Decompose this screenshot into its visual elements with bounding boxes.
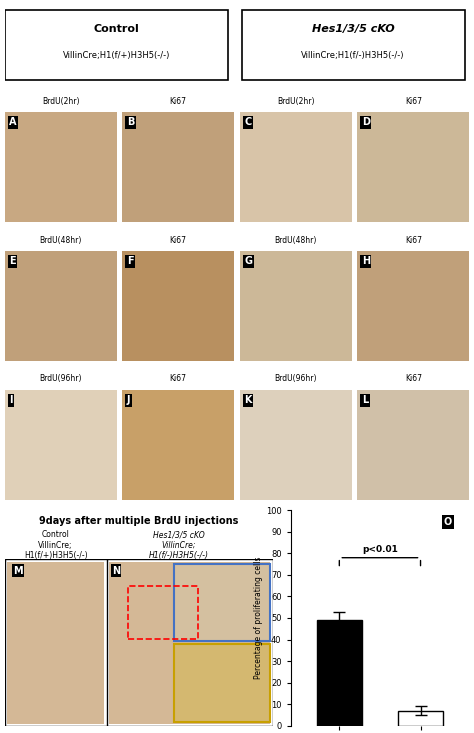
Text: BrdU(96hr): BrdU(96hr) bbox=[39, 375, 82, 383]
Text: VillinCre;H1(f/-)H3H5(-/-): VillinCre;H1(f/-)H3H5(-/-) bbox=[301, 51, 405, 60]
FancyBboxPatch shape bbox=[5, 10, 228, 80]
Text: H: H bbox=[362, 257, 370, 266]
Y-axis label: Percentage of proliferating cells: Percentage of proliferating cells bbox=[254, 557, 263, 679]
Text: B: B bbox=[127, 117, 134, 128]
Text: F: F bbox=[127, 257, 133, 266]
FancyBboxPatch shape bbox=[5, 559, 273, 726]
Text: N: N bbox=[112, 566, 120, 575]
FancyBboxPatch shape bbox=[173, 644, 270, 722]
Text: Control
VillinCre;
H1(f/+)H3H5(-/-): Control VillinCre; H1(f/+)H3H5(-/-) bbox=[24, 530, 88, 560]
Text: C: C bbox=[244, 117, 252, 128]
Text: K: K bbox=[244, 395, 252, 405]
FancyBboxPatch shape bbox=[242, 10, 465, 80]
FancyBboxPatch shape bbox=[173, 564, 270, 641]
Text: BrdU(48hr): BrdU(48hr) bbox=[39, 235, 82, 245]
Bar bbox=[8, 562, 104, 724]
Text: M: M bbox=[13, 566, 22, 575]
Bar bbox=[109, 562, 270, 724]
Text: Ki67: Ki67 bbox=[170, 375, 187, 383]
Text: BrdU(2hr): BrdU(2hr) bbox=[42, 97, 80, 106]
Text: G: G bbox=[244, 257, 252, 266]
Text: D: D bbox=[362, 117, 370, 128]
Text: Hes1/3/5 cKO
VillinCre;
H1(f/-)H3H5(-/-): Hes1/3/5 cKO VillinCre; H1(f/-)H3H5(-/-) bbox=[149, 530, 209, 560]
Bar bbox=[317, 620, 362, 726]
Text: L: L bbox=[362, 395, 368, 405]
Text: 9days after multiple BrdU injections: 9days after multiple BrdU injections bbox=[39, 516, 238, 526]
Text: VillinCre;H1(f/+)H3H5(-/-): VillinCre;H1(f/+)H3H5(-/-) bbox=[63, 51, 170, 60]
Text: Control: Control bbox=[93, 24, 139, 34]
Text: BrdU(2hr): BrdU(2hr) bbox=[277, 97, 315, 106]
Text: Ki67: Ki67 bbox=[405, 375, 422, 383]
Bar bbox=[398, 710, 443, 726]
Text: BrdU(96hr): BrdU(96hr) bbox=[274, 375, 317, 383]
Text: Ki67: Ki67 bbox=[170, 97, 187, 106]
Text: Ki67: Ki67 bbox=[405, 235, 422, 245]
Text: I: I bbox=[9, 395, 13, 405]
Text: Ki67: Ki67 bbox=[170, 235, 187, 245]
Text: Hes1/3/5 cKO: Hes1/3/5 cKO bbox=[312, 24, 394, 34]
Text: Ki67: Ki67 bbox=[405, 97, 422, 106]
Text: E: E bbox=[9, 257, 16, 266]
Text: p<0.01: p<0.01 bbox=[362, 545, 398, 554]
Text: J: J bbox=[127, 395, 130, 405]
Text: BrdU(48hr): BrdU(48hr) bbox=[274, 235, 317, 245]
Text: O: O bbox=[444, 517, 452, 527]
Text: A: A bbox=[9, 117, 17, 128]
